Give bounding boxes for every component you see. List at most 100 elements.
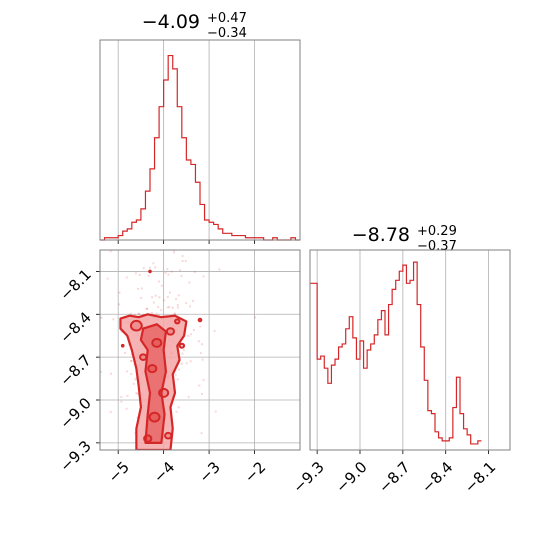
contour-blob bbox=[147, 363, 158, 374]
scatter-point bbox=[180, 275, 183, 278]
contour-blob bbox=[164, 431, 173, 440]
x-tick-label: −5 bbox=[105, 458, 133, 486]
scatter-point bbox=[213, 329, 216, 332]
scatter-point bbox=[124, 351, 127, 354]
scatter-point bbox=[181, 260, 184, 263]
scatter-point bbox=[145, 307, 148, 310]
scatter-point bbox=[142, 267, 145, 270]
scatter-point bbox=[112, 318, 115, 321]
scatter-point bbox=[172, 250, 175, 252]
scatter-point bbox=[202, 275, 205, 278]
svg-text:+0.47: +0.47 bbox=[207, 11, 247, 26]
axes-frame bbox=[309, 249, 511, 451]
scatter-point bbox=[173, 456, 175, 458]
scatter-point bbox=[150, 312, 153, 315]
scatter-point bbox=[175, 298, 178, 301]
marginal-histogram-x bbox=[99, 39, 301, 244]
scatter-point bbox=[140, 459, 142, 461]
scatter-point bbox=[120, 400, 123, 403]
scatter-point bbox=[152, 262, 155, 265]
scatter-point bbox=[171, 306, 174, 309]
scatter-point bbox=[120, 330, 123, 333]
scatter-point bbox=[125, 407, 128, 410]
x-tick-label: −2 bbox=[241, 458, 269, 486]
scatter-point bbox=[132, 382, 135, 385]
scatter-point bbox=[184, 260, 187, 263]
scatter-point bbox=[186, 244, 188, 246]
scatter-point bbox=[175, 410, 178, 413]
scatter-point bbox=[199, 325, 202, 328]
scatter-point bbox=[166, 306, 169, 309]
scatter-point bbox=[170, 270, 173, 273]
scatter-point bbox=[218, 268, 221, 271]
scatter-point bbox=[181, 255, 184, 258]
x-param-title: −4.09 +0.47 −0.34 bbox=[142, 11, 247, 41]
scatter-point bbox=[176, 378, 179, 381]
x-tick-label: −9.3 bbox=[289, 458, 327, 496]
scatter-point bbox=[134, 272, 137, 275]
scatter-point bbox=[177, 406, 180, 409]
scatter-point bbox=[126, 370, 129, 373]
scatter-point bbox=[130, 373, 133, 376]
contour-blob bbox=[129, 319, 143, 332]
scatter-point bbox=[181, 352, 184, 355]
scatter-point bbox=[134, 378, 137, 381]
scatter-point bbox=[164, 246, 166, 248]
svg-text:−0.37: −0.37 bbox=[417, 239, 457, 254]
svg-text:−4.09: −4.09 bbox=[142, 11, 200, 33]
scatter-point bbox=[100, 370, 102, 373]
scatter-point bbox=[201, 392, 204, 395]
scatter-point bbox=[185, 362, 188, 365]
axes-frame bbox=[99, 39, 301, 241]
scatter-point bbox=[202, 379, 205, 382]
scatter-point bbox=[89, 510, 91, 512]
scatter-point bbox=[152, 301, 155, 304]
scatter-point bbox=[187, 395, 190, 398]
scatter-point bbox=[180, 362, 183, 365]
scatter-point bbox=[192, 299, 195, 302]
histogram-step-line bbox=[310, 261, 482, 445]
scatter-point bbox=[136, 246, 138, 248]
scatter-point bbox=[129, 312, 132, 315]
scatter-point bbox=[136, 392, 139, 395]
scatter-point bbox=[177, 294, 180, 297]
scatter-point bbox=[182, 349, 185, 352]
scatter-point bbox=[109, 411, 112, 414]
contour-blob bbox=[178, 342, 186, 349]
scatter-point bbox=[200, 343, 203, 346]
x-tick-label: −9.0 bbox=[332, 458, 370, 496]
scatter-point bbox=[154, 294, 157, 297]
marginal-histogram-y: −9.3 −9.0 −8.7 −8.4 −8.1 bbox=[289, 249, 511, 497]
scatter-point bbox=[173, 312, 176, 315]
scatter-point bbox=[214, 410, 217, 413]
scatter-point bbox=[157, 280, 160, 283]
scatter-point bbox=[146, 307, 149, 310]
scatter-point bbox=[173, 313, 176, 316]
scatter-point bbox=[178, 223, 180, 225]
y-tick-label: −9.0 bbox=[56, 394, 94, 432]
axes-frame bbox=[99, 249, 301, 451]
contour-blob bbox=[151, 337, 163, 348]
scatter-point bbox=[205, 244, 207, 246]
joint-density-panel: −5 −4 −3 −2 −8.1 −8.4 −8.7 −9.0 −9.3 bbox=[56, 190, 301, 512]
x-tick-label: −8.4 bbox=[418, 458, 456, 496]
scatter-point bbox=[178, 233, 180, 235]
scatter-point bbox=[187, 334, 190, 337]
scatter-point bbox=[149, 266, 152, 269]
svg-text:−0.34: −0.34 bbox=[207, 26, 247, 41]
contour-blob bbox=[139, 353, 148, 361]
scatter-point bbox=[200, 225, 202, 227]
scatter-point bbox=[189, 333, 192, 336]
scatter-point bbox=[157, 306, 160, 309]
scatter-point bbox=[138, 273, 141, 276]
scatter-point bbox=[200, 454, 202, 456]
contour-blob bbox=[158, 387, 170, 398]
scatter-point bbox=[105, 190, 107, 192]
scatter-point bbox=[143, 213, 145, 215]
scatter-point bbox=[136, 416, 139, 419]
scatter-point bbox=[254, 316, 257, 319]
scatter-point bbox=[112, 230, 114, 232]
y-tick-label: −8.1 bbox=[56, 266, 94, 304]
scatter-point bbox=[160, 309, 163, 312]
